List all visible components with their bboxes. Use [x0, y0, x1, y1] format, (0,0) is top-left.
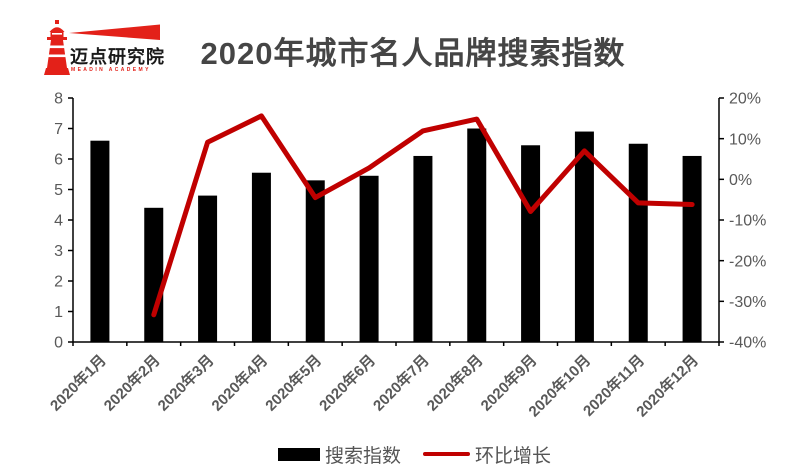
- logo-name-cn: 迈点研究院: [70, 47, 165, 67]
- right-axis-label: -40%: [729, 335, 766, 352]
- line-legend-swatch: [423, 451, 471, 457]
- right-axis-label: 0%: [729, 172, 752, 189]
- x-axis-label: 2020年3月: [154, 351, 217, 414]
- right-axis-label: -30%: [729, 294, 766, 311]
- logo-name-en: MEADIN ACADEMY: [71, 67, 151, 73]
- line-legend-label: 环比增长: [475, 445, 552, 467]
- bar: [521, 145, 541, 342]
- right-axis-label: 20%: [729, 91, 761, 108]
- bar: [305, 180, 325, 342]
- bar: [467, 128, 487, 342]
- bar: [359, 175, 379, 342]
- right-axis-label: 10%: [729, 131, 761, 148]
- right-axis-label: -20%: [729, 253, 766, 270]
- left-axis-label: 8: [54, 91, 63, 108]
- bar: [574, 131, 594, 342]
- left-axis-label: 2: [54, 274, 63, 291]
- meadin-logo: 迈点研究院 MEADIN ACADEMY: [44, 18, 169, 80]
- bar: [144, 207, 164, 342]
- bar-legend-swatch: [278, 447, 320, 461]
- left-axis-label: 7: [54, 121, 63, 138]
- x-axis-label: 2020年8月: [423, 351, 486, 414]
- chart-legend: 搜索指数 环比增长: [278, 443, 552, 467]
- x-axis-label: 2020年2月: [100, 351, 163, 414]
- x-axis-label: 2020年4月: [208, 351, 271, 414]
- bar: [413, 155, 433, 342]
- bar: [682, 155, 702, 342]
- left-axis-label: 3: [54, 243, 63, 260]
- left-axis-label: 0: [54, 335, 63, 352]
- growth-line: [151, 113, 695, 318]
- right-axis-label: -10%: [729, 213, 766, 230]
- left-axis-label: 1: [54, 304, 63, 321]
- x-axis-label: 2020年1月: [46, 351, 109, 414]
- page-title: 2020年城市名人品牌搜索指数: [200, 36, 626, 71]
- left-axis-label: 6: [54, 152, 63, 169]
- lighthouse-icon: [44, 20, 160, 75]
- x-axis-label: 2020年6月: [315, 351, 378, 414]
- left-axis-label: 5: [54, 182, 63, 199]
- bar: [90, 140, 110, 342]
- bar: [628, 143, 648, 342]
- bar: [198, 195, 218, 342]
- bar: [251, 172, 271, 342]
- x-axis-label: 2020年7月: [369, 351, 432, 414]
- x-axis-label: 2020年5月: [262, 351, 325, 414]
- bar-legend-label: 搜索指数: [325, 445, 402, 467]
- left-axis-label: 4: [54, 213, 63, 230]
